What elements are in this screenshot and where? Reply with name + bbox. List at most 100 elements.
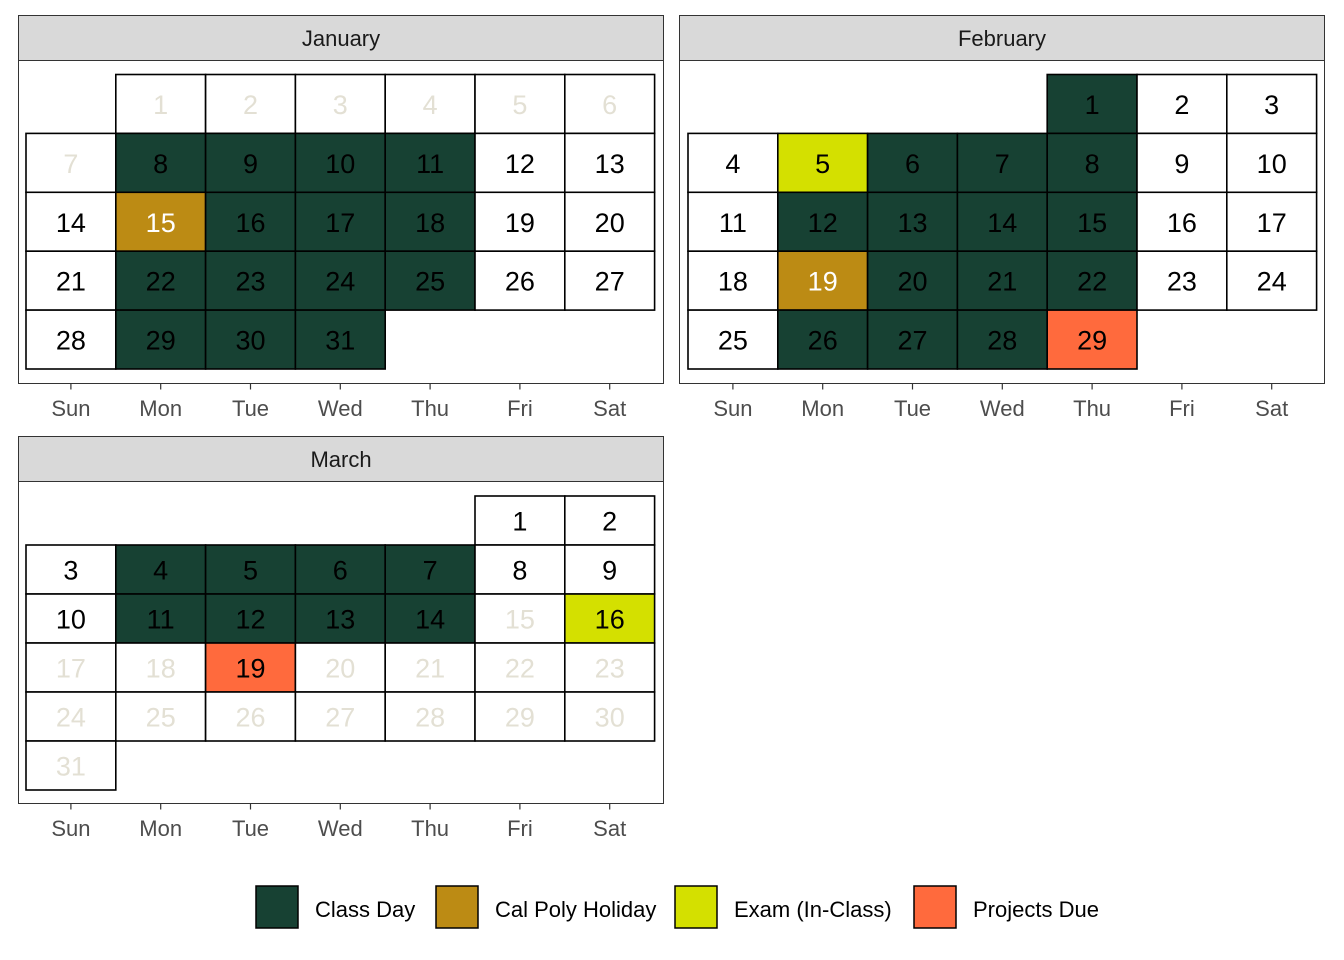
day-label-march-17: 17 (56, 654, 86, 684)
axis-label-february-sun: Sun (713, 396, 752, 421)
day-label-february-27: 27 (897, 326, 927, 356)
day-cell-february-16 (1136, 191, 1228, 253)
axis-label-february-thu: Thu (1073, 396, 1111, 421)
day-cell-march-24 (25, 691, 117, 742)
day-label-february-24: 24 (1257, 267, 1287, 297)
axis-label-january-thu: Thu (411, 396, 449, 421)
day-cell-march-16 (563, 593, 656, 644)
day-label-january-24: 24 (325, 267, 355, 297)
day-label-january-31: 31 (325, 326, 355, 356)
day-label-january-12: 12 (505, 149, 535, 179)
day-cell-february-2 (1136, 73, 1228, 135)
day-label-march-27: 27 (325, 703, 355, 733)
axis-label-march-sun: Sun (51, 816, 90, 841)
day-label-january-1: 1 (153, 90, 168, 120)
strip-march (18, 436, 664, 482)
axis-label-march-tue: Tue (232, 816, 269, 841)
day-cell-february-28 (956, 309, 1049, 370)
day-label-february-22: 22 (1077, 267, 1107, 297)
day-label-february-29: 29 (1077, 326, 1107, 356)
legend-key-holiday (435, 885, 479, 929)
strip-january (18, 15, 664, 61)
day-label-january-17: 17 (325, 208, 355, 238)
legend-label-holiday: Cal Poly Holiday (495, 897, 656, 922)
axis-label-january-sun: Sun (51, 396, 90, 421)
strip-label-march: March (310, 447, 371, 472)
day-cell-january-29 (115, 309, 207, 370)
day-cell-january-21 (25, 250, 117, 311)
day-label-january-28: 28 (56, 326, 86, 356)
panel-border-march (18, 481, 664, 804)
day-cell-march-25 (115, 691, 207, 742)
day-cell-february-27 (866, 309, 959, 370)
day-cell-january-1 (115, 73, 207, 135)
day-cell-january-31 (294, 309, 386, 370)
day-label-february-21: 21 (987, 267, 1017, 297)
day-label-march-13: 13 (325, 605, 355, 635)
day-label-february-1: 1 (1085, 90, 1100, 120)
day-label-february-15: 15 (1077, 208, 1107, 238)
day-cell-january-3 (294, 73, 386, 135)
axis-label-january-sat: Sat (593, 396, 626, 421)
day-label-january-10: 10 (325, 149, 355, 179)
day-label-february-13: 13 (897, 208, 927, 238)
legend: Class Day Cal Poly Holiday Exam (In-Clas… (255, 885, 1099, 929)
day-cell-january-27 (563, 250, 656, 311)
day-cell-january-8 (115, 132, 207, 194)
day-label-march-16: 16 (595, 605, 625, 635)
day-cell-march-29 (474, 691, 566, 742)
day-cell-february-21 (956, 250, 1049, 311)
day-label-march-29: 29 (505, 703, 535, 733)
axis-label-february-wed: Wed (980, 396, 1025, 421)
day-label-january-5: 5 (512, 90, 527, 120)
strip-label-january: January (302, 26, 380, 51)
day-cell-march-11 (115, 593, 207, 644)
day-cell-march-6 (294, 544, 386, 595)
day-label-february-16: 16 (1167, 208, 1197, 238)
axis-label-march-mon: Mon (139, 816, 182, 841)
day-label-january-27: 27 (595, 267, 625, 297)
day-cell-january-6 (563, 73, 656, 135)
axis-label-january-fri: Fri (507, 396, 533, 421)
day-cell-february-17 (1226, 191, 1318, 253)
day-label-february-6: 6 (905, 149, 920, 179)
day-label-january-18: 18 (415, 208, 445, 238)
axis-label-march-fri: Fri (507, 816, 533, 841)
day-cell-january-5 (474, 73, 566, 135)
day-label-march-6: 6 (333, 556, 348, 586)
day-label-march-31: 31 (56, 752, 86, 782)
day-cell-january-30 (204, 309, 297, 370)
day-label-february-17: 17 (1257, 208, 1287, 238)
day-label-march-15: 15 (505, 605, 535, 635)
day-label-january-2: 2 (243, 90, 258, 120)
day-cell-march-3 (25, 544, 117, 595)
day-label-february-19: 19 (808, 267, 838, 297)
day-label-january-30: 30 (235, 326, 265, 356)
day-label-march-26: 26 (235, 703, 265, 733)
day-cell-january-14 (25, 191, 117, 253)
day-cell-february-18 (687, 250, 779, 311)
day-cell-march-14 (384, 593, 476, 644)
day-cell-march-7 (384, 544, 476, 595)
axis-label-march-thu: Thu (411, 816, 449, 841)
day-label-february-9: 9 (1174, 149, 1189, 179)
axis-march: Sun Mon Tue Wed Thu Fri Sat (51, 803, 626, 841)
day-cell-march-22 (474, 642, 566, 693)
day-label-february-8: 8 (1085, 149, 1100, 179)
day-cell-march-1 (474, 495, 566, 546)
day-cell-january-22 (115, 250, 207, 311)
day-cell-february-3 (1226, 73, 1318, 135)
day-label-january-8: 8 (153, 149, 168, 179)
day-label-february-18: 18 (718, 267, 748, 297)
day-label-march-21: 21 (415, 654, 445, 684)
day-label-march-10: 10 (56, 605, 86, 635)
day-label-january-20: 20 (595, 208, 625, 238)
day-cell-january-16 (204, 191, 297, 253)
day-cell-march-31 (25, 740, 117, 791)
day-label-february-26: 26 (808, 326, 838, 356)
